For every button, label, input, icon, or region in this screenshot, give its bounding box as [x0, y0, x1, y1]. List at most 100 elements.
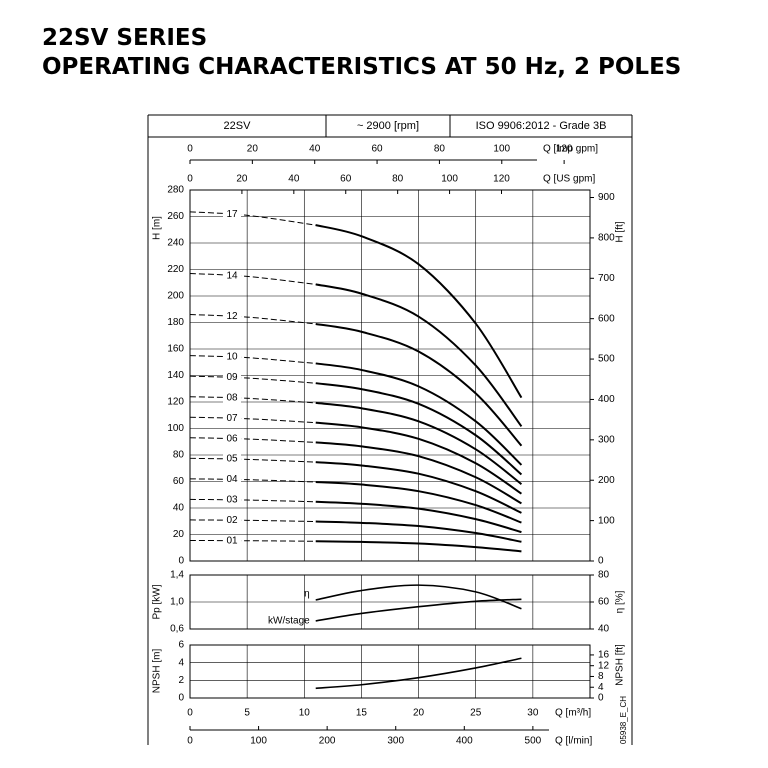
x-tick-label: 80	[392, 174, 404, 185]
series-label: 10	[226, 352, 238, 363]
y-tick-label: 140	[167, 370, 184, 381]
y-tick-label: 1,4	[170, 570, 184, 581]
y-tick-label: 60	[173, 476, 185, 487]
y-tick-label: 260	[167, 211, 184, 222]
label-bg	[223, 454, 241, 465]
x-tick-label: 25	[470, 708, 482, 719]
x-tick-label: 40	[288, 174, 300, 185]
y2-axis-label: NPSH [ft]	[615, 644, 626, 686]
x-tick-label: 120	[556, 144, 573, 155]
y2-tick-label: 40	[598, 624, 610, 635]
curve	[315, 421, 522, 495]
curve	[315, 461, 522, 514]
plot-frame	[189, 644, 591, 699]
x-tick-label: 200	[319, 736, 336, 747]
series-label: 08	[226, 393, 238, 404]
curve	[315, 224, 523, 399]
curve	[315, 500, 522, 534]
x-axis-label: Q [l/min]	[555, 736, 592, 747]
curve-dashed	[189, 396, 316, 404]
y2-tick-label: 700	[598, 273, 615, 284]
label-bg	[223, 311, 241, 322]
x-axis-label: Q [m³/h]	[555, 708, 591, 719]
code: 05938_E_CH	[619, 696, 628, 744]
series-label: 01	[226, 535, 238, 546]
x-tick-label: 40	[309, 144, 321, 155]
title: 22SV SERIES	[42, 25, 207, 51]
y-tick-label: 200	[167, 291, 184, 302]
y2-tick-label: 0	[598, 556, 604, 567]
x-axis-label: Q [Imp gpm]	[543, 144, 598, 155]
series-label: 05	[226, 454, 238, 465]
series-label: 07	[226, 413, 238, 424]
curve	[315, 584, 522, 610]
series-label: 14	[226, 270, 238, 281]
x-tick-label: 0	[187, 736, 193, 747]
header-cell: 22SV	[224, 120, 252, 132]
y-tick-label: 2	[178, 675, 184, 686]
x-tick-label: 60	[371, 144, 383, 155]
series-label: 03	[226, 495, 238, 506]
curve-dashed	[189, 478, 316, 483]
frame	[147, 114, 633, 745]
y-tick-label: 220	[167, 264, 184, 275]
y2-tick-label: 12	[598, 660, 610, 671]
x-tick-label: 20	[247, 144, 259, 155]
subtitle: OPERATING CHARACTERISTICS AT 50 Hz, 2 PO…	[42, 54, 681, 80]
x-tick-label: 500	[525, 736, 542, 747]
series-label: 04	[226, 474, 238, 485]
y-axis-label: Pp [kW]	[152, 584, 163, 619]
y-tick-label: 280	[167, 185, 184, 196]
series-label: 17	[226, 209, 238, 220]
y-tick-label: 0	[178, 693, 184, 704]
y2-tick-label: 100	[598, 515, 615, 526]
label-bg	[223, 535, 241, 546]
y2-tick-label: 0	[598, 693, 604, 704]
series-label: kW/stage	[268, 616, 310, 627]
y-axis-label: NPSH [m]	[152, 649, 163, 694]
x-tick-label: 300	[387, 736, 404, 747]
x-tick-label: 120	[493, 174, 510, 185]
curve	[315, 322, 523, 447]
curve	[315, 540, 522, 553]
curve-dashed	[189, 457, 316, 463]
y-tick-label: 120	[167, 397, 184, 408]
y-tick-label: 100	[167, 423, 184, 434]
curve-dashed	[189, 375, 316, 384]
label-bg	[223, 433, 241, 444]
y2-tick-label: 400	[598, 394, 615, 405]
y-tick-label: 4	[178, 657, 184, 668]
y2-tick-label: 4	[598, 682, 604, 693]
series-label: 12	[226, 311, 238, 322]
y2-tick-label: 80	[598, 570, 610, 581]
x-tick-label: 5	[244, 708, 250, 719]
y2-tick-label: 800	[598, 233, 615, 244]
series-label: 02	[226, 515, 238, 526]
curve	[315, 481, 522, 524]
curve-dashed	[189, 498, 316, 503]
y2-tick-label: 500	[598, 354, 615, 365]
y-tick-label: 80	[173, 450, 185, 461]
x-tick-label: 15	[356, 708, 368, 719]
curve-dashed	[189, 355, 316, 364]
y2-tick-label: 60	[598, 597, 610, 608]
label-bg	[223, 352, 241, 363]
label-bg	[223, 515, 241, 526]
x-tick-label: 10	[299, 708, 311, 719]
series-label: 06	[226, 433, 238, 444]
y-tick-label: 160	[167, 344, 184, 355]
y-tick-label: 40	[173, 503, 185, 514]
y2-tick-label: 300	[598, 434, 615, 445]
x-tick-label: 60	[340, 174, 352, 185]
y-tick-label: 240	[167, 238, 184, 249]
curve-dashed	[189, 519, 316, 523]
y-tick-label: 6	[178, 640, 184, 651]
curve-dashed	[189, 272, 316, 285]
curve-dashed	[189, 437, 316, 443]
label-bg	[223, 209, 241, 220]
label-bg	[223, 392, 241, 403]
x-tick-label: 0	[187, 144, 193, 155]
x-tick-label: 400	[456, 736, 473, 747]
